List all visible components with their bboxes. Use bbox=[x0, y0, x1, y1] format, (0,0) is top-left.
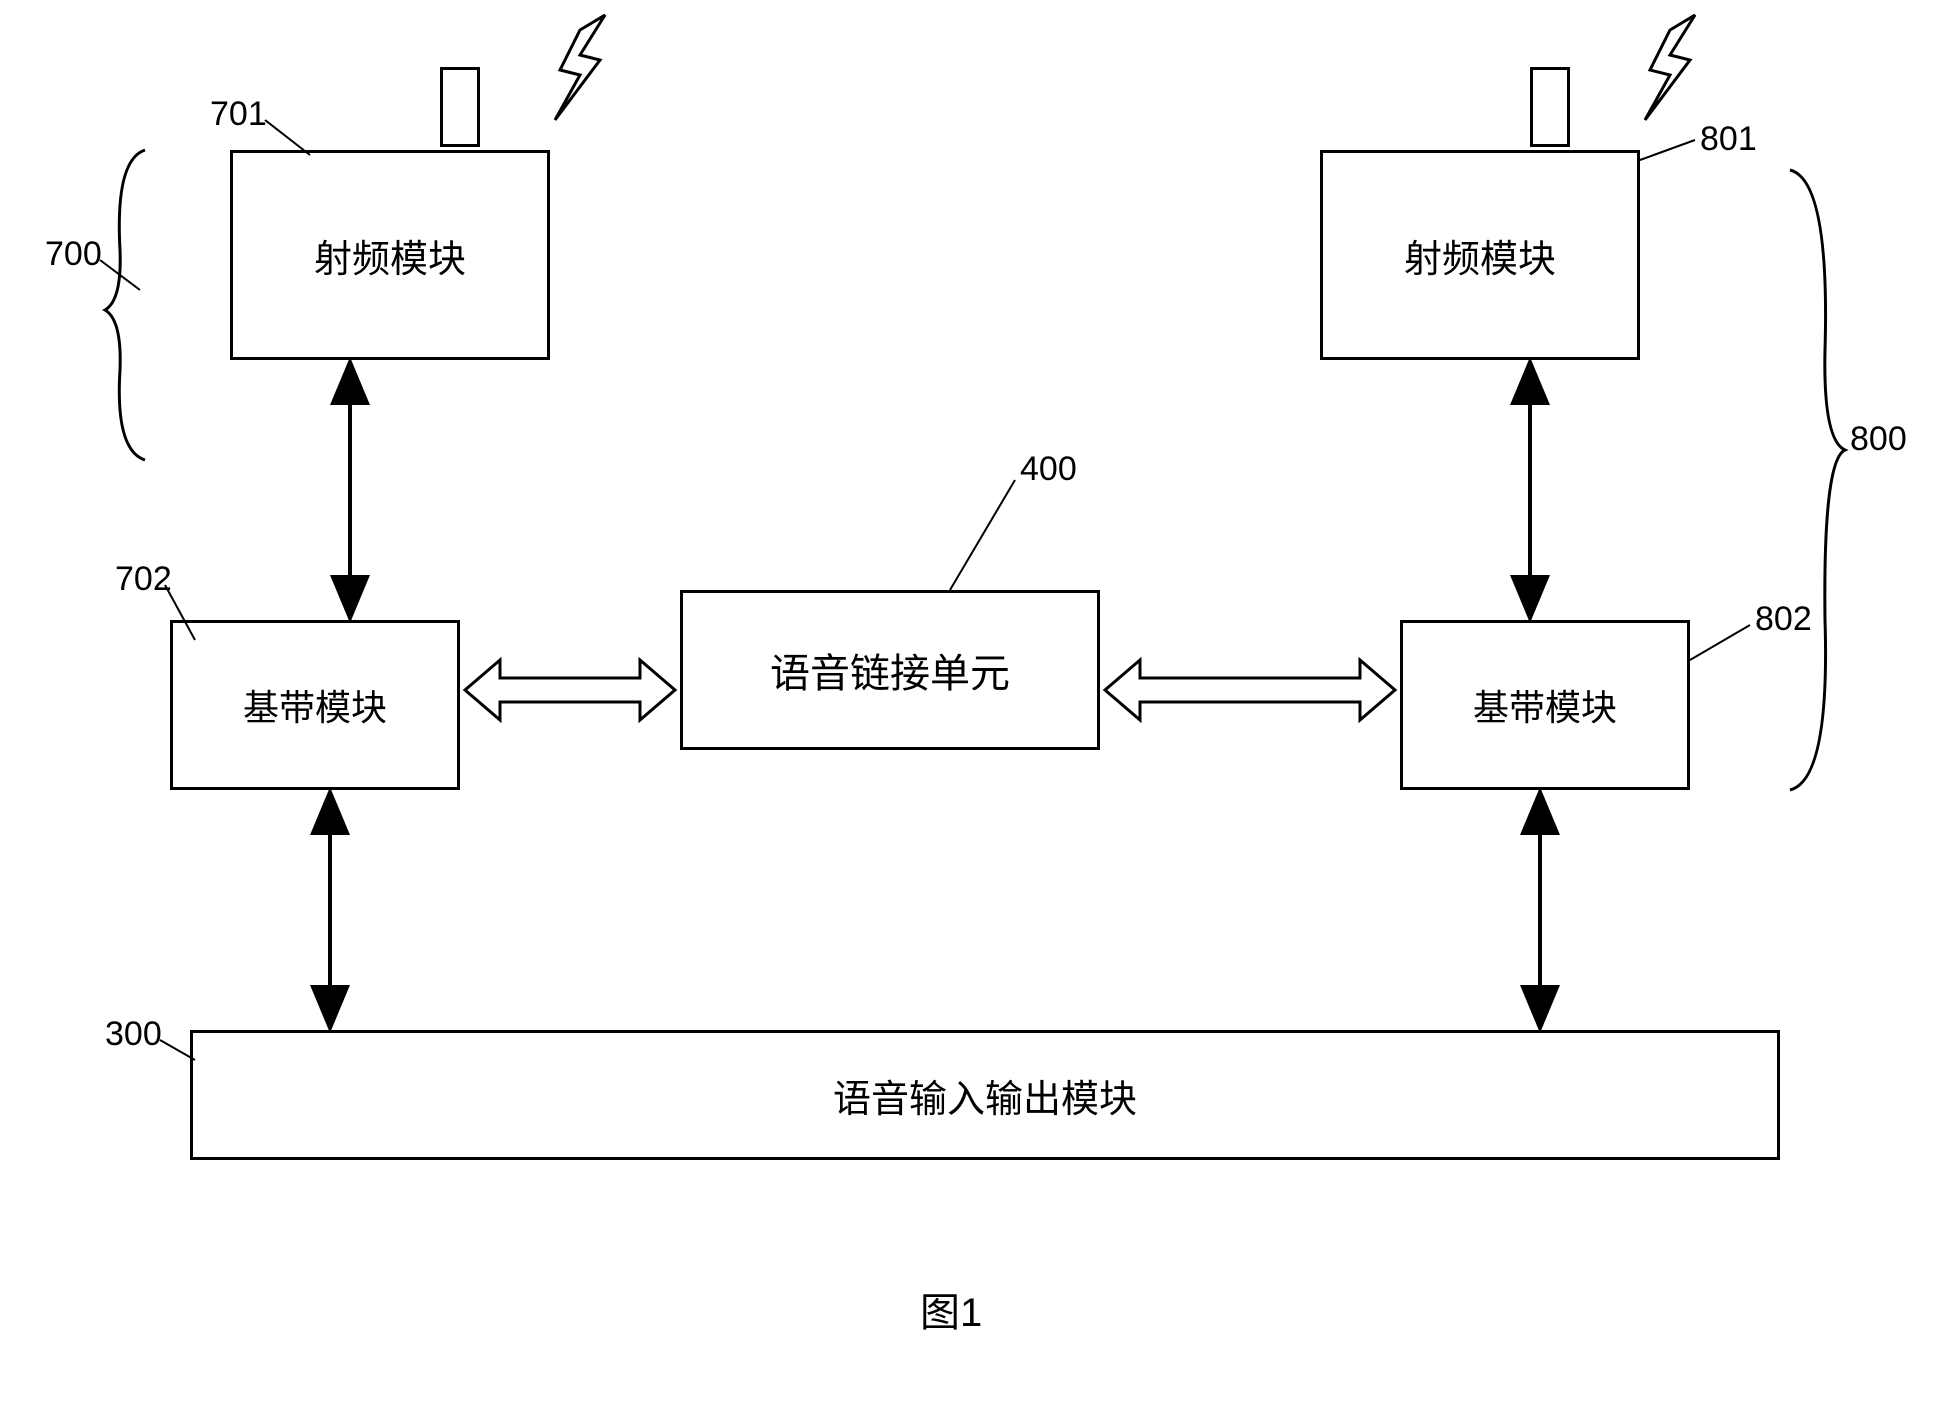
figure-caption: 图1 bbox=[920, 1280, 982, 1338]
voice-io-module-label: 语音输入输出模块 bbox=[833, 1068, 1137, 1123]
voice-io-module: 语音输入输出模块 bbox=[190, 1030, 1780, 1160]
ref-801: 801 bbox=[1700, 120, 1757, 159]
baseband-left: 基带模块 bbox=[170, 620, 460, 790]
voice-link-unit: 语音链接单元 bbox=[680, 590, 1100, 750]
baseband-right: 基带模块 bbox=[1400, 620, 1690, 790]
voice-link-unit-label: 语音链接单元 bbox=[770, 641, 1010, 699]
ref-700: 700 bbox=[45, 235, 102, 274]
ref-400: 400 bbox=[1020, 450, 1077, 489]
rf-module-right-label: 射频模块 bbox=[1404, 228, 1556, 283]
antenna-left bbox=[440, 67, 480, 147]
ref-800: 800 bbox=[1850, 420, 1907, 459]
rf-module-right: 射频模块 bbox=[1320, 150, 1640, 360]
ref-702: 702 bbox=[115, 560, 172, 599]
rf-module-left-label: 射频模块 bbox=[314, 228, 466, 283]
rf-module-left: 射频模块 bbox=[230, 150, 550, 360]
ref-701: 701 bbox=[210, 95, 267, 134]
baseband-right-label: 基带模块 bbox=[1473, 679, 1617, 731]
antenna-right bbox=[1530, 67, 1570, 147]
baseband-left-label: 基带模块 bbox=[243, 679, 387, 731]
ref-300: 300 bbox=[105, 1015, 162, 1054]
ref-802: 802 bbox=[1755, 600, 1812, 639]
